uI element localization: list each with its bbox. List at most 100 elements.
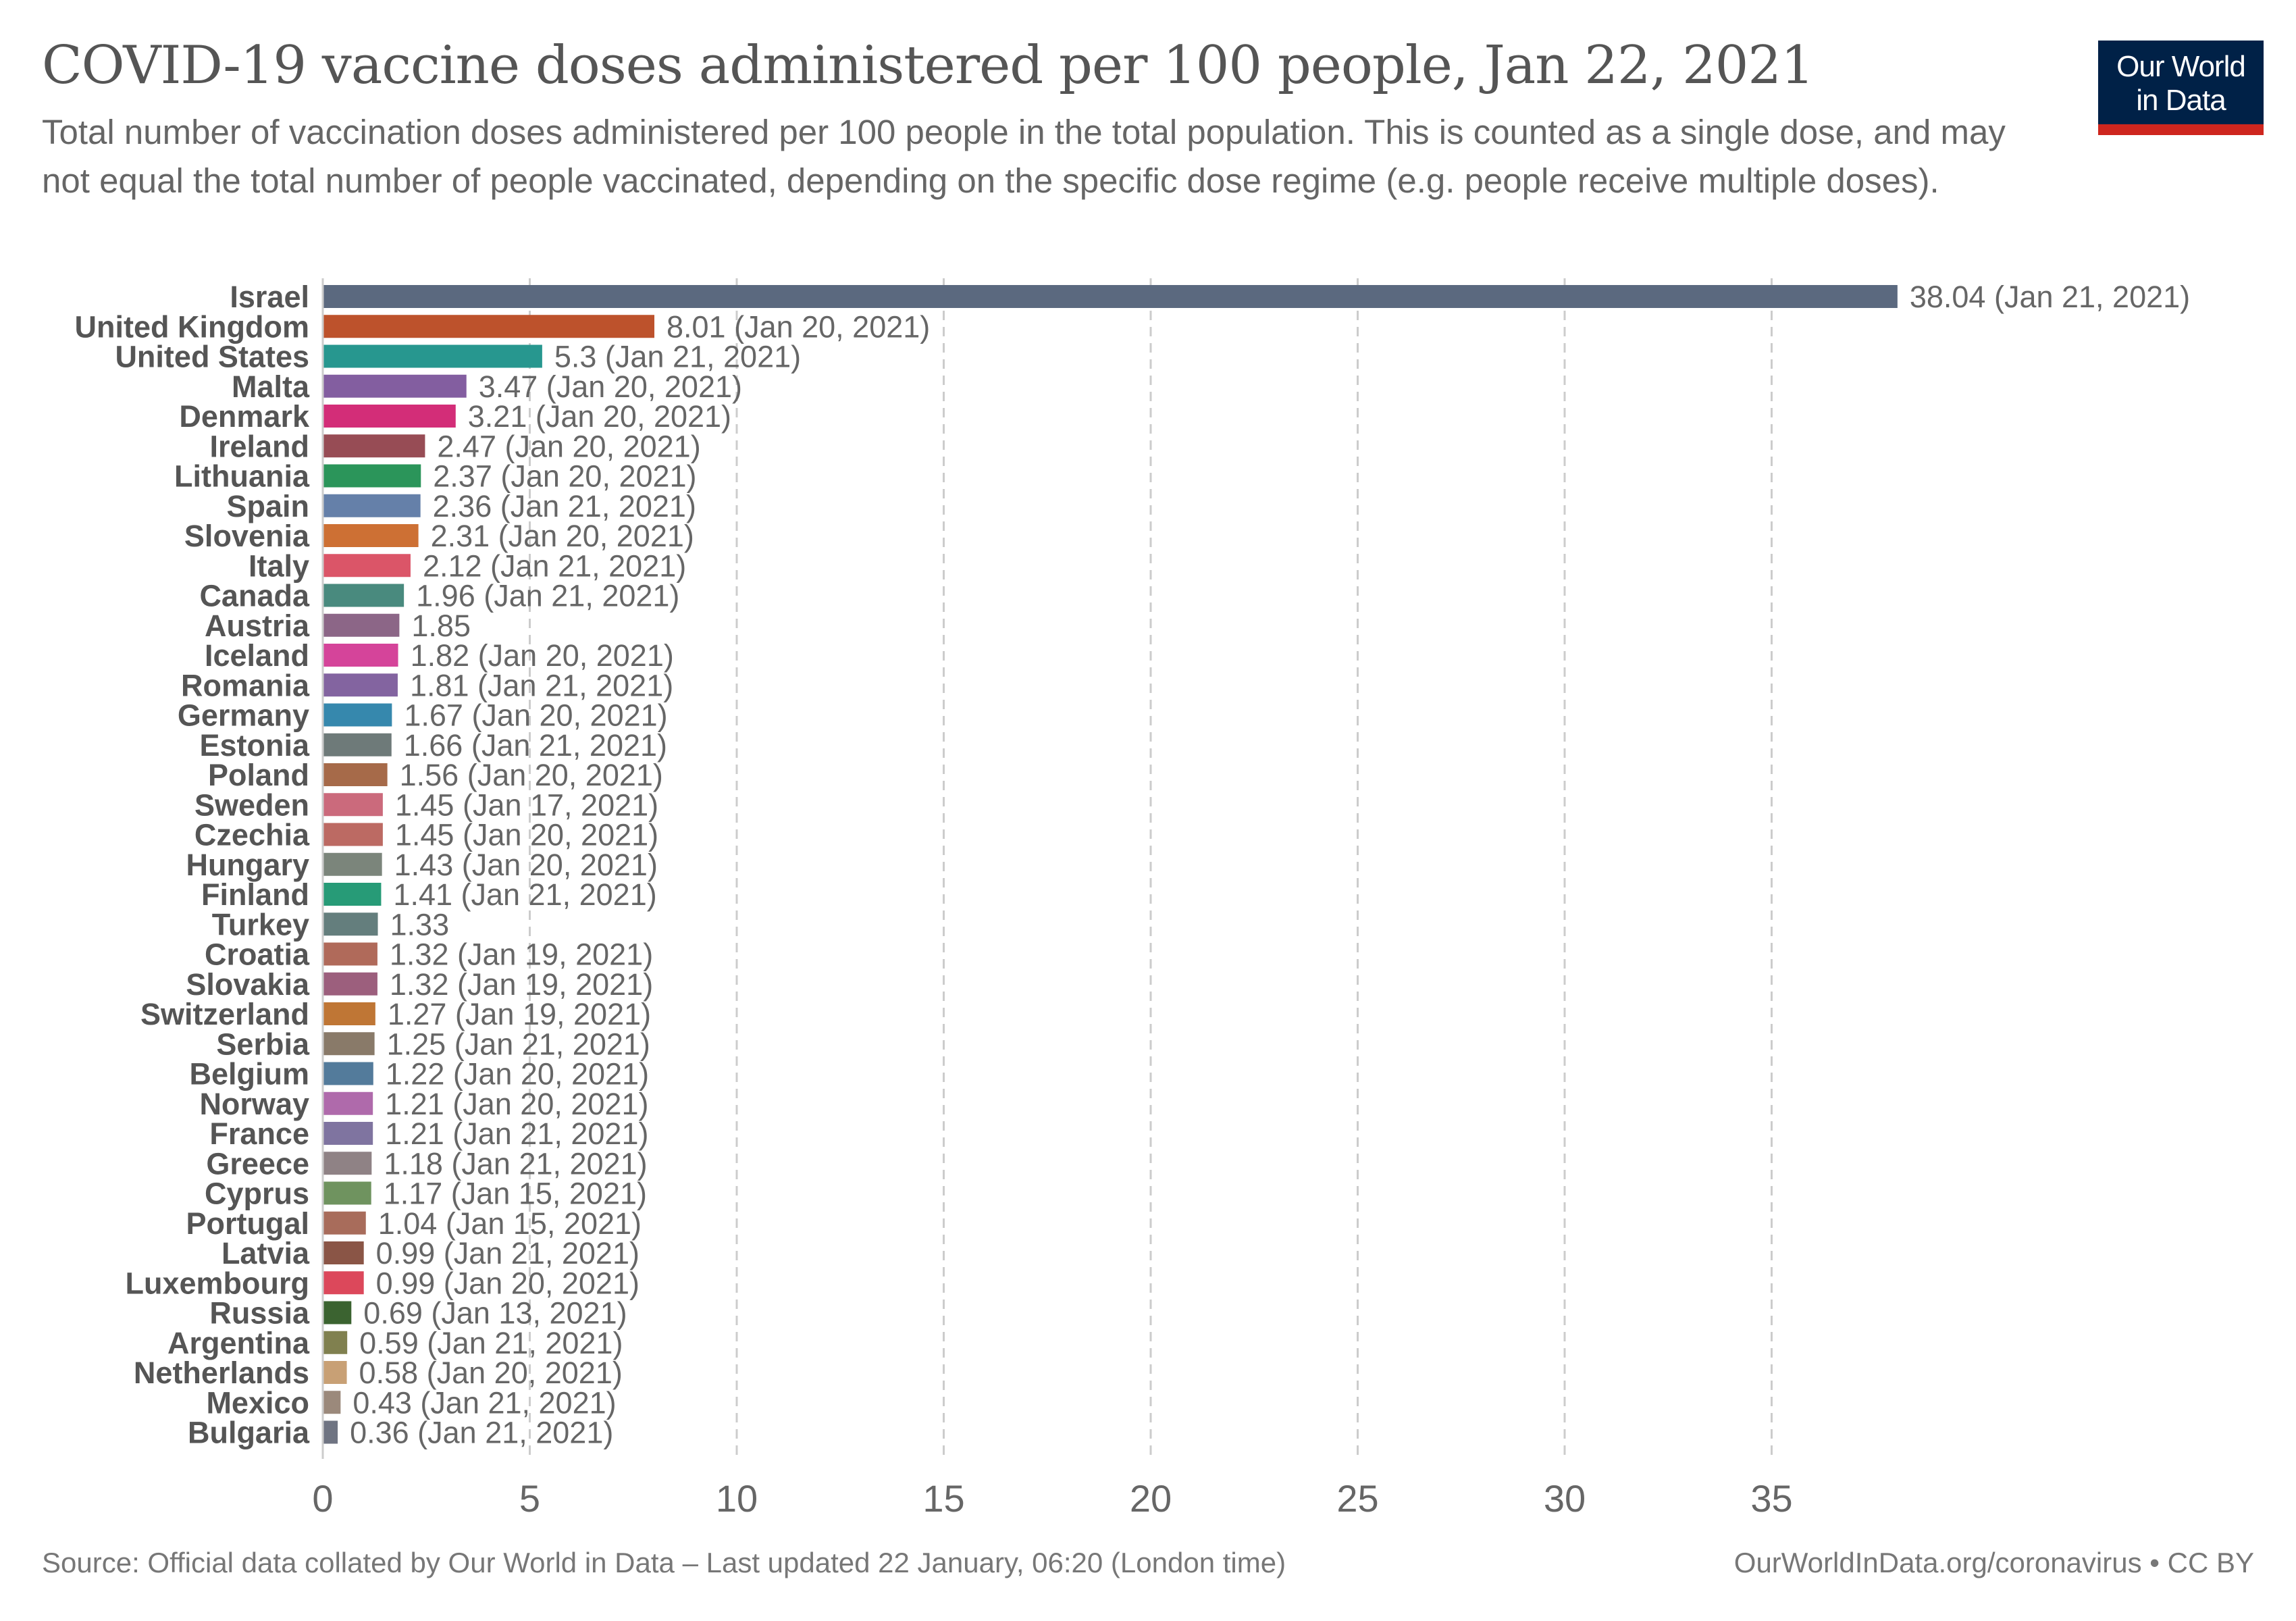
category-label: France bbox=[209, 1116, 309, 1151]
bar[interactable] bbox=[323, 1211, 366, 1235]
bar[interactable] bbox=[323, 1331, 348, 1354]
value-label: 0.43 (Jan 21, 2021) bbox=[353, 1385, 616, 1420]
value-label: 1.45 (Jan 17, 2021) bbox=[395, 788, 658, 822]
bar[interactable] bbox=[323, 644, 398, 667]
value-label: 1.04 (Jan 15, 2021) bbox=[378, 1206, 642, 1241]
bar[interactable] bbox=[323, 823, 383, 846]
value-label: 1.32 (Jan 19, 2021) bbox=[390, 937, 653, 972]
value-label: 2.12 (Jan 21, 2021) bbox=[423, 548, 686, 583]
bar[interactable] bbox=[323, 852, 382, 876]
category-label: Denmark bbox=[179, 399, 310, 434]
bar[interactable] bbox=[323, 554, 411, 577]
value-label: 0.99 (Jan 21, 2021) bbox=[376, 1236, 640, 1270]
bar[interactable] bbox=[323, 1152, 372, 1175]
grid-lines bbox=[529, 278, 1773, 1459]
category-label: Turkey bbox=[212, 907, 309, 942]
category-label: Israel bbox=[230, 280, 309, 314]
category-label: Poland bbox=[208, 758, 309, 792]
value-label: 3.47 (Jan 20, 2021) bbox=[479, 369, 742, 404]
value-label: 2.37 (Jan 20, 2021) bbox=[433, 459, 696, 494]
bar[interactable] bbox=[323, 1062, 373, 1085]
category-label: Croatia bbox=[205, 937, 310, 972]
bar[interactable] bbox=[323, 1091, 373, 1115]
value-label: 1.22 (Jan 20, 2021) bbox=[386, 1057, 649, 1091]
category-label: Ireland bbox=[209, 429, 309, 463]
category-label: Luxembourg bbox=[125, 1266, 309, 1300]
bar[interactable] bbox=[323, 1420, 338, 1444]
value-label: 2.31 (Jan 20, 2021) bbox=[431, 519, 694, 553]
x-tick-label: 5 bbox=[519, 1477, 540, 1520]
category-label: Cyprus bbox=[205, 1177, 309, 1211]
bar[interactable] bbox=[323, 613, 400, 637]
category-label: Lithuania bbox=[174, 459, 310, 494]
logo-line-1: Our World bbox=[2116, 50, 2246, 83]
category-label: Latvia bbox=[221, 1236, 310, 1270]
x-tick-label: 0 bbox=[312, 1477, 333, 1520]
category-label: Romania bbox=[181, 668, 310, 702]
category-label: Norway bbox=[199, 1087, 309, 1121]
x-tick-label: 30 bbox=[1544, 1477, 1586, 1520]
bar[interactable] bbox=[323, 1301, 352, 1324]
bar[interactable] bbox=[323, 285, 1898, 308]
value-label: 1.25 (Jan 21, 2021) bbox=[387, 1027, 650, 1061]
bar[interactable] bbox=[323, 1181, 371, 1205]
bar[interactable] bbox=[323, 1002, 375, 1025]
value-label: 1.27 (Jan 19, 2021) bbox=[388, 997, 651, 1031]
category-label: Czechia bbox=[194, 818, 310, 852]
bar[interactable] bbox=[323, 434, 425, 458]
bar[interactable] bbox=[323, 1271, 364, 1295]
value-label: 1.67 (Jan 20, 2021) bbox=[404, 698, 667, 733]
category-label: Austria bbox=[205, 609, 310, 643]
bar[interactable] bbox=[323, 793, 383, 817]
category-label: Spain bbox=[226, 489, 309, 523]
bar[interactable] bbox=[323, 1241, 364, 1264]
value-label: 1.85 bbox=[411, 609, 471, 643]
bar[interactable] bbox=[323, 912, 378, 936]
logo-accent-bar bbox=[2098, 124, 2264, 135]
bar[interactable] bbox=[323, 763, 388, 786]
category-label: Finland bbox=[201, 877, 309, 912]
bar[interactable] bbox=[323, 673, 398, 697]
bar[interactable] bbox=[323, 1361, 347, 1384]
x-axis-ticks: 0 5 10 15 20 25 30 35 bbox=[312, 1477, 1792, 1520]
category-label: Malta bbox=[232, 369, 310, 404]
bar[interactable] bbox=[323, 524, 419, 547]
logo-line-2: in Data bbox=[2136, 84, 2226, 117]
bar[interactable] bbox=[323, 972, 377, 996]
bar[interactable] bbox=[323, 1122, 373, 1145]
category-label: Sweden bbox=[194, 788, 309, 822]
value-label: 1.17 (Jan 15, 2021) bbox=[384, 1177, 647, 1211]
bar[interactable] bbox=[323, 703, 392, 727]
category-label: Germany bbox=[178, 698, 309, 733]
x-tick-label: 20 bbox=[1130, 1477, 1172, 1520]
bar[interactable] bbox=[323, 374, 467, 398]
value-label: 1.41 (Jan 21, 2021) bbox=[393, 877, 656, 912]
bar[interactable] bbox=[323, 1032, 375, 1056]
bar[interactable] bbox=[323, 405, 456, 428]
bar[interactable] bbox=[323, 733, 392, 756]
category-label: Bulgaria bbox=[188, 1416, 310, 1450]
bar[interactable] bbox=[323, 494, 421, 517]
bar[interactable] bbox=[323, 1391, 341, 1414]
category-label: Estonia bbox=[199, 728, 310, 763]
owid-logo[interactable]: Our World in Data bbox=[2098, 41, 2264, 135]
bar[interactable] bbox=[323, 464, 421, 488]
value-label: 0.99 (Jan 20, 2021) bbox=[376, 1266, 640, 1300]
bar[interactable] bbox=[323, 584, 405, 607]
value-label: 1.96 (Jan 21, 2021) bbox=[416, 579, 679, 613]
category-label: United Kingdom bbox=[75, 309, 309, 344]
category-label: Belgium bbox=[189, 1057, 309, 1091]
bar[interactable] bbox=[323, 344, 542, 368]
credit-link[interactable]: OurWorldInData.org/coronavirus • CC BY bbox=[1733, 1547, 2254, 1578]
x-tick-label: 15 bbox=[922, 1477, 964, 1520]
value-label: 2.36 (Jan 21, 2021) bbox=[433, 489, 696, 523]
category-label: Hungary bbox=[186, 848, 309, 882]
value-label: 1.45 (Jan 20, 2021) bbox=[395, 818, 658, 852]
logo-text: Our World in Data bbox=[2098, 50, 2264, 118]
bar[interactable] bbox=[323, 883, 382, 906]
bar[interactable] bbox=[323, 942, 377, 966]
source-note: Source: Official data collated by Our Wo… bbox=[42, 1547, 1286, 1578]
bar[interactable] bbox=[323, 315, 655, 338]
